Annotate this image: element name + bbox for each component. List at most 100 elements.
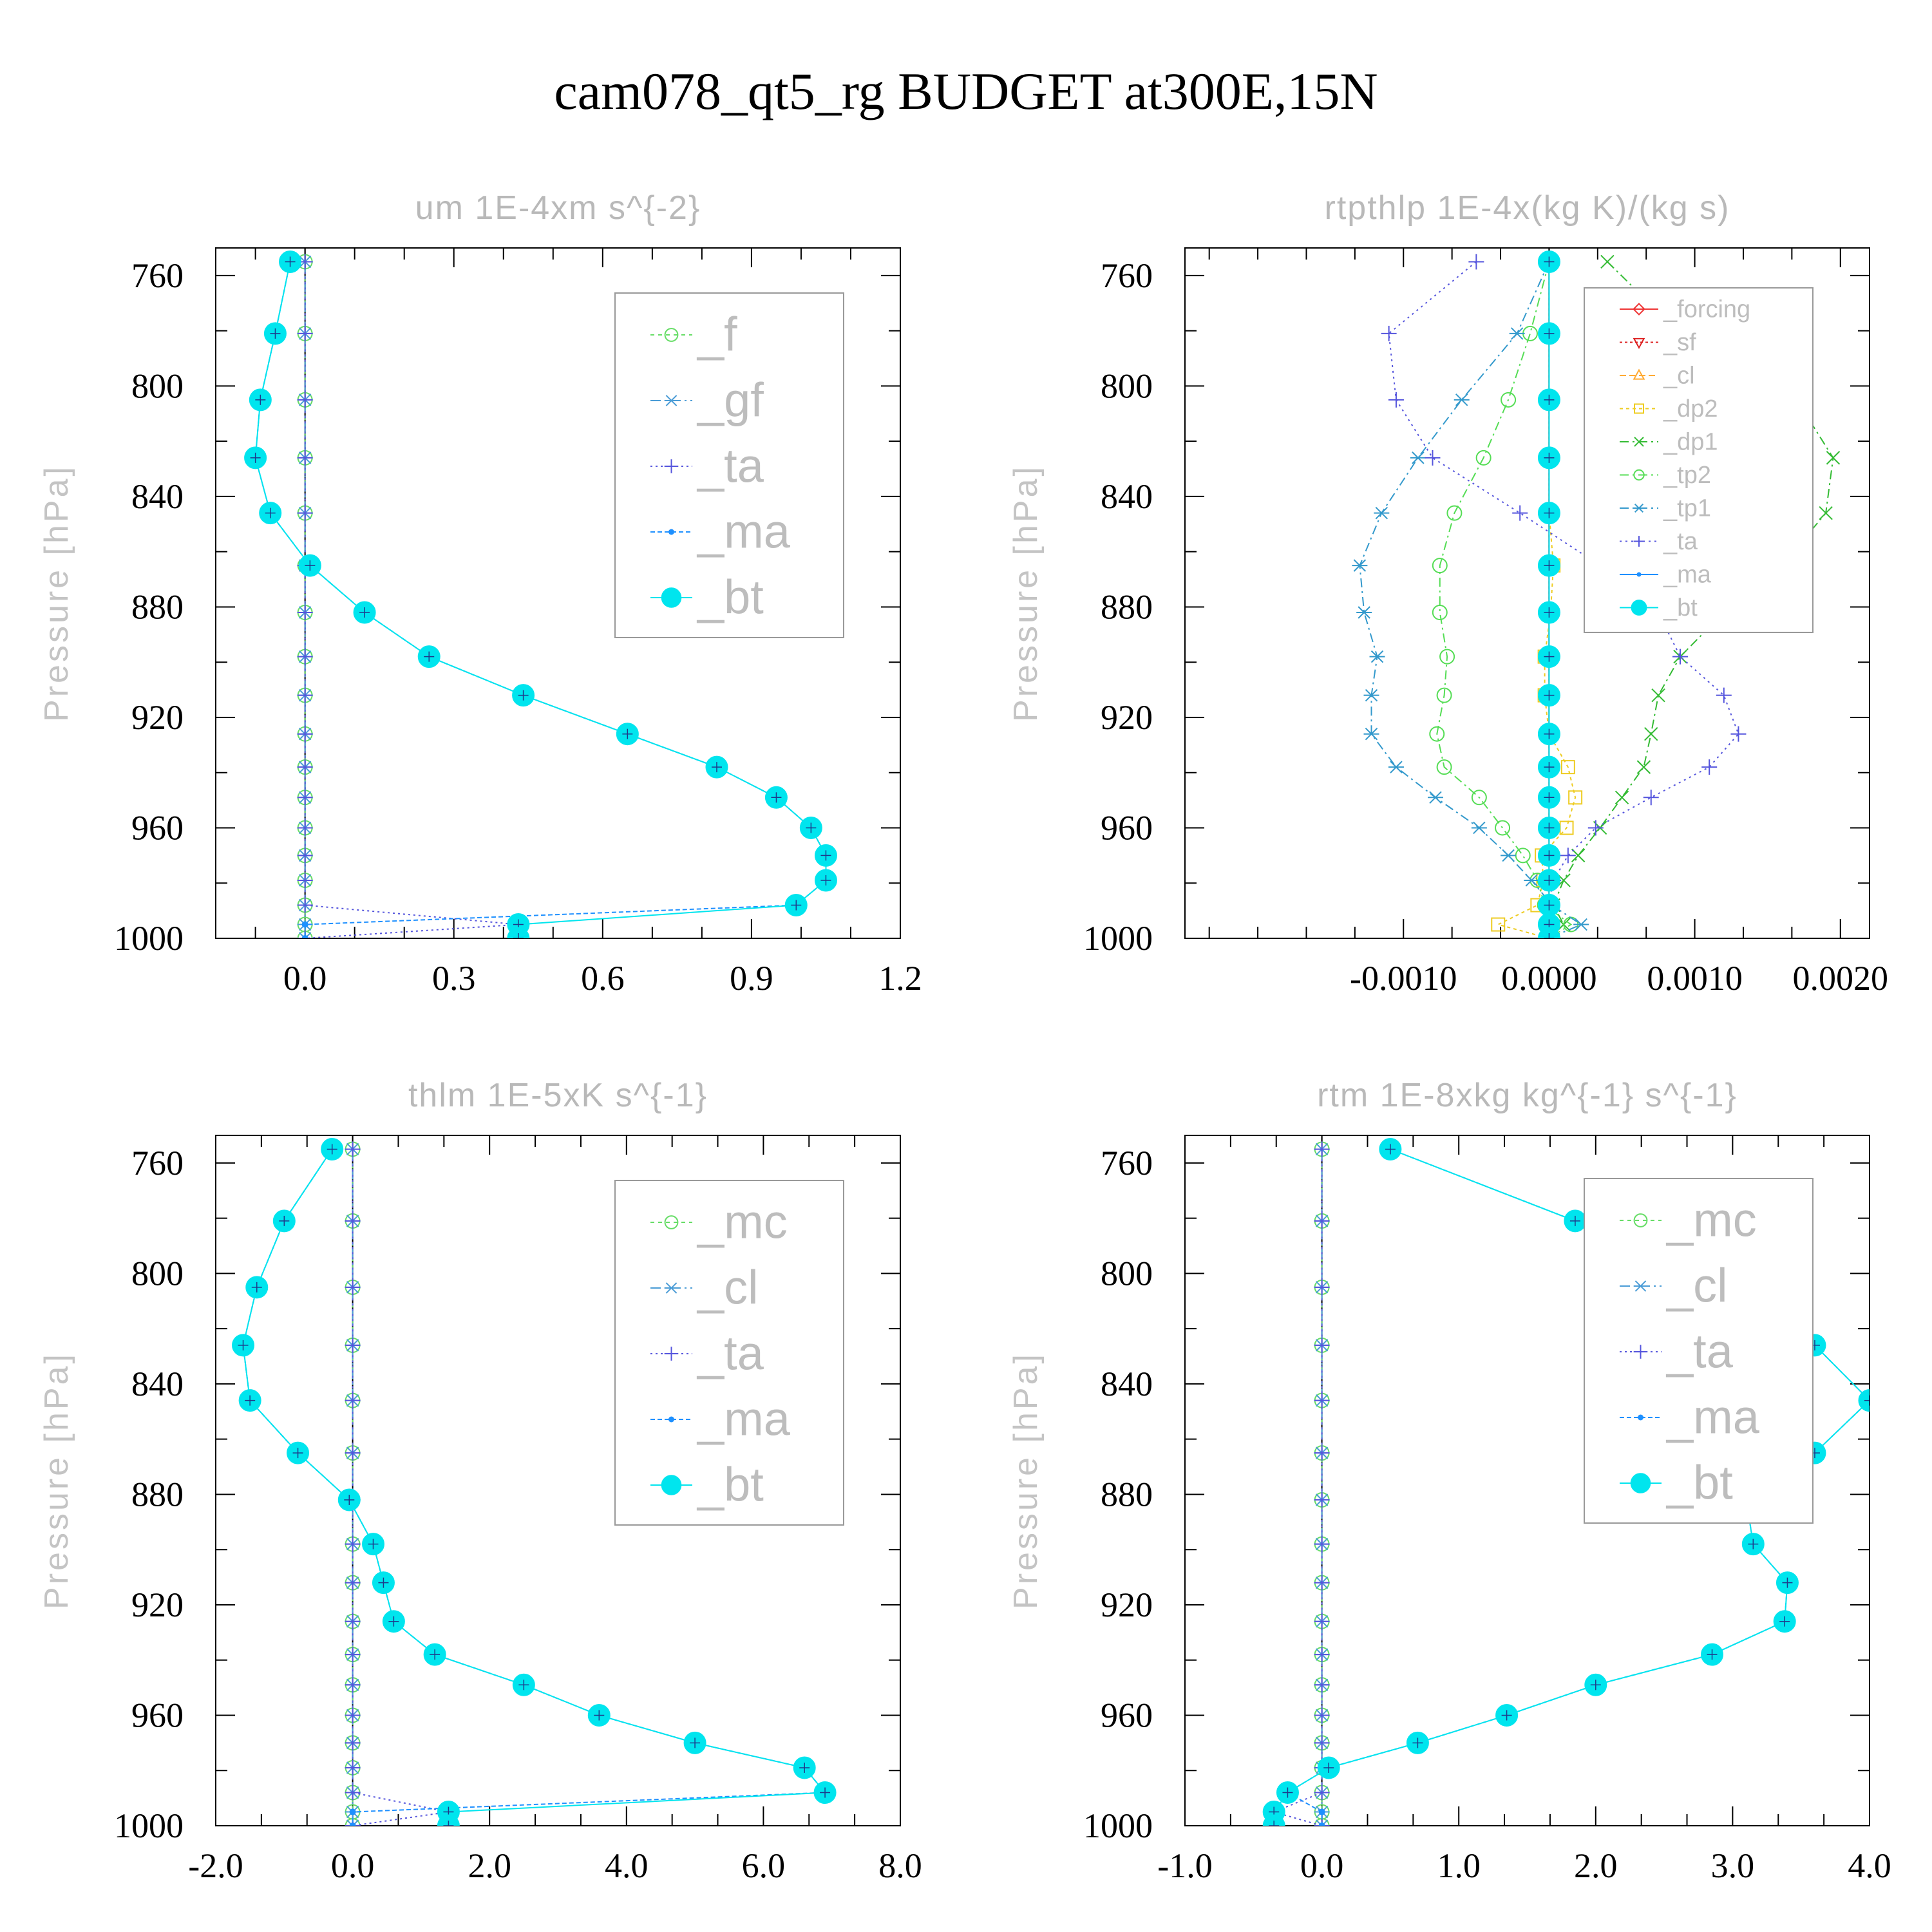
data-point [297,848,313,864]
x-tick-label: 1.2 [878,959,922,998]
x-tick-label: 2.0 [1574,1846,1618,1885]
x-tick-label: -0.0010 [1350,959,1457,998]
data-point [1537,388,1560,412]
y-tick-label: 800 [131,366,184,405]
series-line-ta [352,1149,449,1826]
y-tick-label: 760 [1101,1144,1153,1182]
legend-label: _sf [1663,329,1696,356]
data-point [259,502,282,525]
data-point [345,1677,361,1693]
data-point [1314,1445,1330,1461]
data-point [1314,1735,1330,1751]
x-tick-label: 0.0 [331,1846,375,1885]
data-point [814,844,837,867]
panel-title: rtpthlp 1E-4x(kg K)/(kg s) [1325,189,1730,227]
legend-item: _dp2 [1620,395,1718,422]
data-point [1471,821,1487,835]
data-point [1317,1756,1340,1779]
data-point [1537,446,1560,469]
data-point [1537,786,1560,809]
data-point [1314,1677,1330,1693]
data-point [1600,254,1615,269]
data-point [345,1819,361,1826]
legend-label: _mc [1665,1193,1757,1246]
y-axis-label: Pressure [hPa] [38,1352,75,1609]
data-point [1363,727,1379,741]
data-point [1468,254,1484,270]
legend-item: _cl [650,1260,759,1314]
data-point [1314,1707,1330,1723]
data-point [1537,554,1560,577]
data-point [813,1781,837,1804]
data-point [297,790,313,806]
y-tick-label: 960 [131,1696,184,1734]
x-tick-label: 2.0 [468,1846,511,1885]
data-point [1363,688,1379,702]
data-point [1318,1808,1325,1815]
data-point [1537,645,1560,668]
data-point [279,250,302,273]
plot-frame [1184,247,1870,939]
data-point [297,872,313,888]
data-point [1636,760,1651,774]
legend-item: _ta [1620,1324,1734,1378]
data-point [1537,869,1560,892]
data-point [321,1137,344,1160]
legend-label: _bt [696,1457,764,1511]
data-point [1314,1575,1330,1591]
data-point [301,935,308,938]
data-point [1406,1731,1429,1754]
data-point [238,1389,261,1412]
data-point [297,932,313,938]
chart-panel-1: 760 800 840 880 920 960 1000 0.0 0.3 0.6 0.9 1.2 um … [38,189,922,998]
legend-item: _ma [650,1392,791,1445]
legend: _f _gf _ta _ma _bt [614,292,844,638]
data-point [1388,392,1404,408]
data-point [1537,844,1560,867]
data-point [298,554,321,577]
y-tick-label: 800 [1101,1254,1153,1293]
data-point [272,1209,296,1233]
data-point [1388,761,1404,773]
x-tick-label: 0.0 [283,959,327,998]
data-point [1773,1610,1796,1633]
legend-item: _ta [650,1326,764,1379]
legend-box [614,292,844,638]
data-point [1428,791,1444,804]
legend-item: _ma [1620,562,1712,589]
data-point [1314,1536,1330,1552]
chart-panel-3: 760 800 840 880 920 960 1000-2.0 0.0 2.0 4.0 6.0 8.… [38,1077,922,1885]
data-point [345,1759,361,1776]
y-axis-label: Pressure [hPa] [38,464,75,722]
chart-panel-4: 760 800 840 880 920 960 1000-1.0 0.0 1.0 2.0 3.0 4.… [1007,1077,1891,1885]
y-tick-label: 840 [131,477,184,516]
y-tick-label: 920 [1101,698,1153,737]
data-point [345,1445,361,1461]
data-point [764,786,788,809]
legend-item: _f [650,307,737,361]
legend-label: _ta [1665,1324,1734,1378]
y-tick-label: 880 [1101,587,1153,626]
data-point [345,1647,361,1663]
data-point [417,645,440,668]
data-point [1314,1392,1330,1408]
y-tick-label: 760 [131,256,184,295]
legend-label: _ta [1663,528,1698,555]
data-point [349,1808,356,1815]
legend-label: _ma [696,1392,791,1445]
x-tick-label: 4.0 [605,1846,649,1885]
data-point [349,1823,356,1826]
data-point [1454,393,1470,406]
data-point [1584,1673,1607,1696]
data-point [587,1703,611,1727]
data-point [1432,558,1448,574]
legend-item: _mc [1620,1193,1757,1246]
data-point [297,392,313,408]
data-point [1262,1814,1285,1826]
legend-label: _ma [1663,562,1712,589]
data-point [1369,650,1385,663]
data-point [1446,505,1463,521]
data-point [297,605,313,621]
data-point [1314,1141,1330,1157]
legend-label: _mc [696,1195,788,1248]
